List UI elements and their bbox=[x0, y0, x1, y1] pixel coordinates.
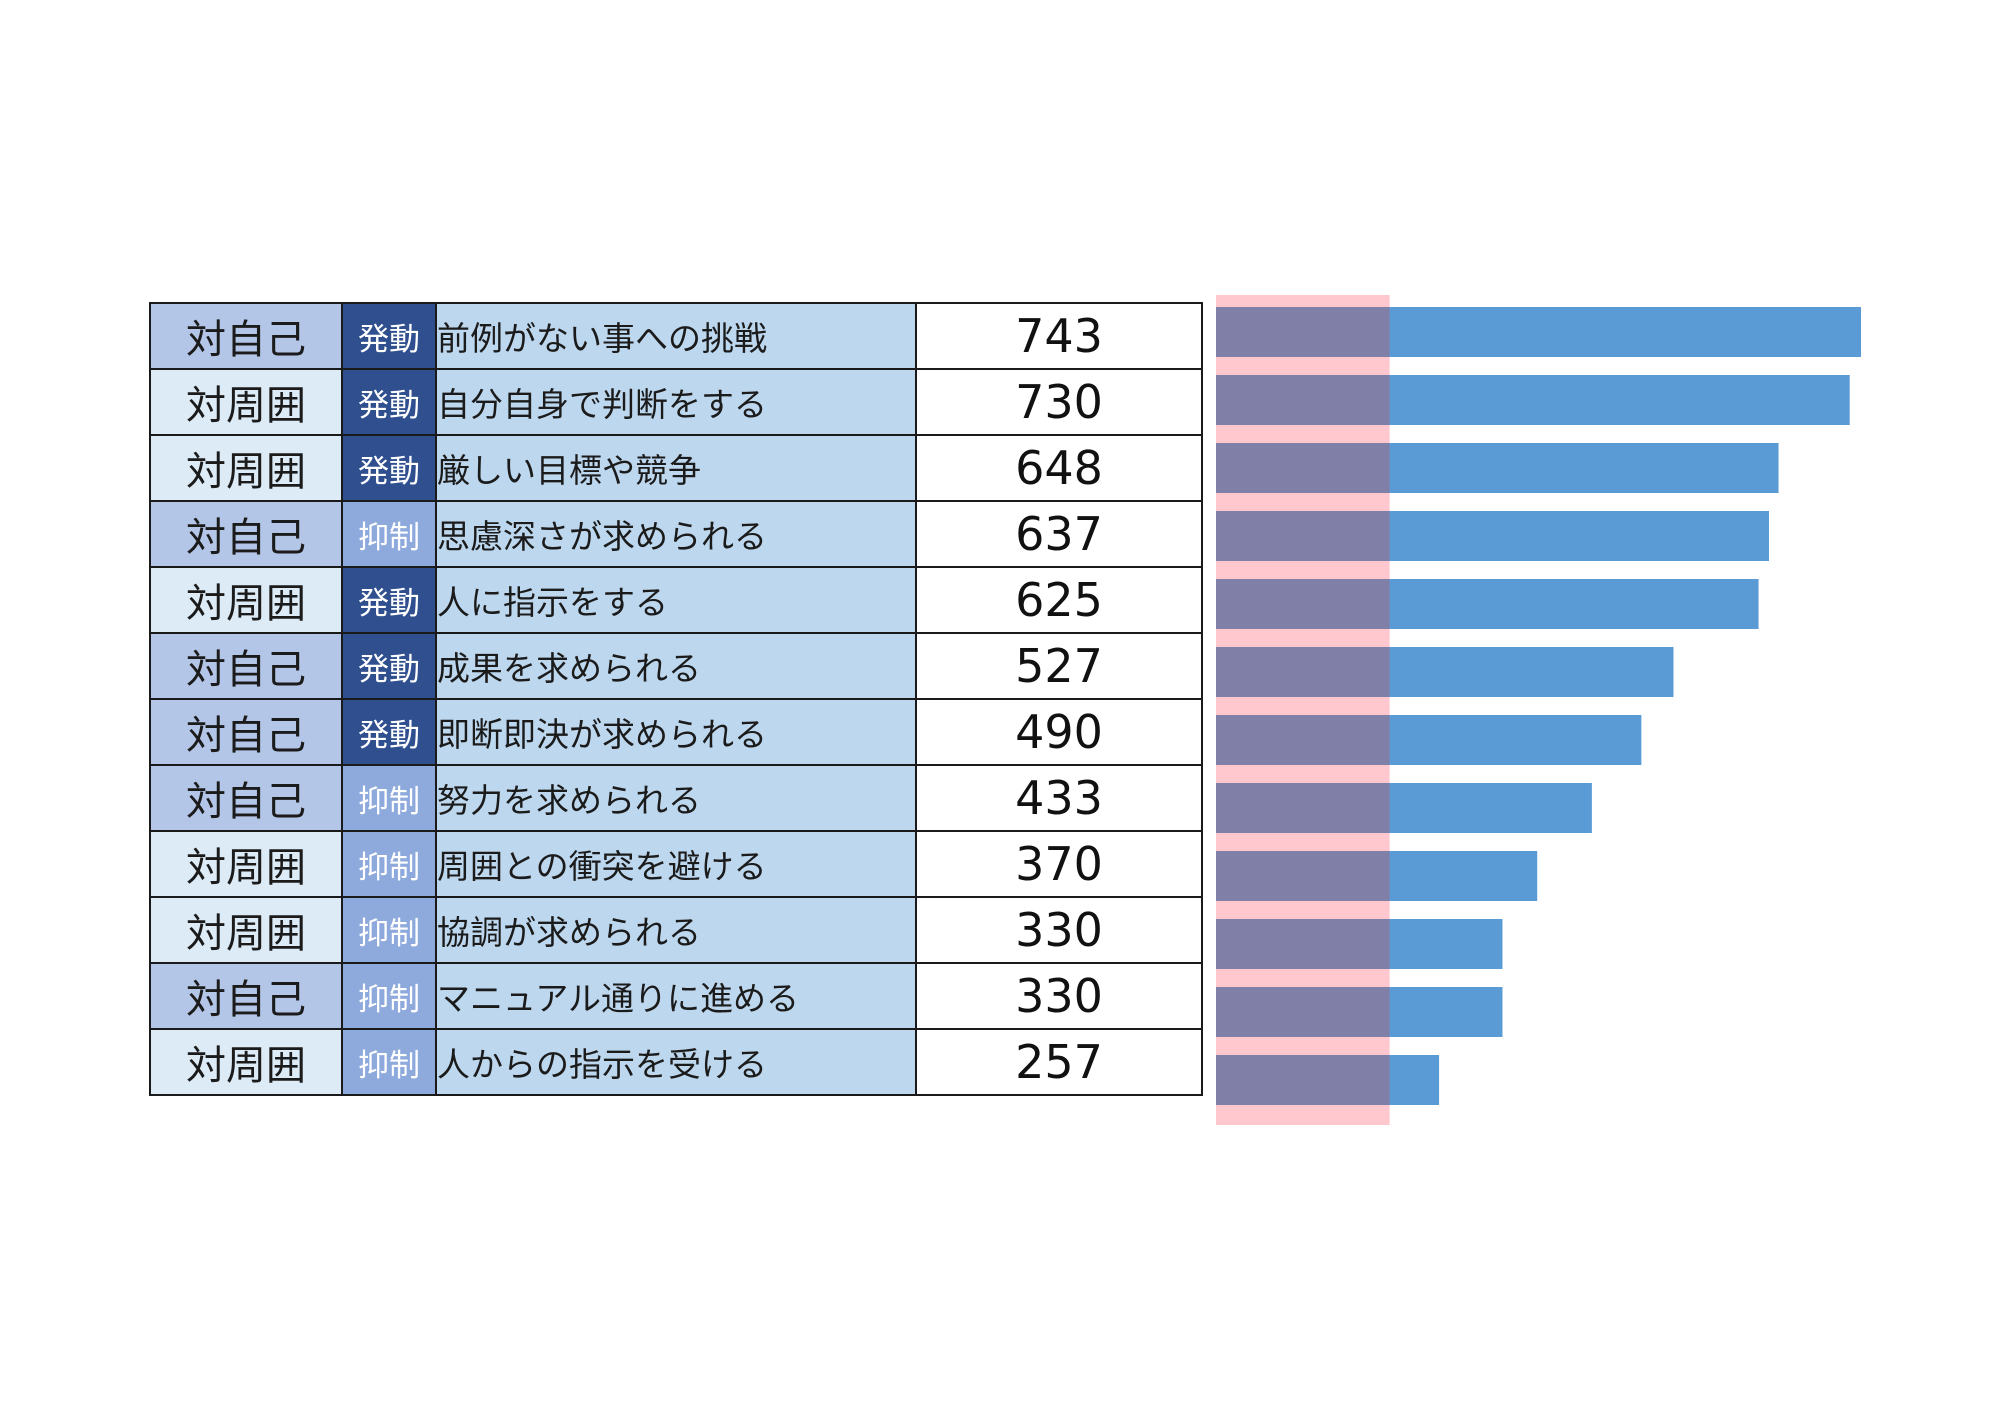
ranking-table: 対自己 発動 前例がない事への挑戦 743 対周囲 発動 自分自身で判断をする 730 対周囲発… bbox=[149, 302, 1203, 1096]
value-cell: 330 bbox=[915, 962, 1203, 1030]
value-cell: 730 bbox=[915, 368, 1203, 436]
table-row: 対周囲 抑制 周囲との衝突を避ける 370 bbox=[149, 830, 1203, 898]
value-cell: 527 bbox=[915, 632, 1203, 700]
table-row: 対自己 発動 即断即決が求められる 490 bbox=[149, 698, 1203, 766]
table-row: 対自己 抑制 努力を求められる 433 bbox=[149, 764, 1203, 832]
type-badge: 抑制 bbox=[341, 1028, 437, 1096]
table-row: 対周囲 発動 人に指示をする 625 bbox=[149, 566, 1203, 634]
item-label: 人からの指示を受ける bbox=[435, 1028, 917, 1096]
type-badge: 抑制 bbox=[341, 764, 437, 832]
item-label: 成果を求められる bbox=[435, 632, 917, 700]
item-label: 協調が求められる bbox=[435, 896, 917, 964]
bar-8 bbox=[1216, 783, 1592, 833]
item-label: 自分自身で判断をする bbox=[435, 368, 917, 436]
item-label: 周囲との衝突を避ける bbox=[435, 830, 917, 898]
bar-band-overlap bbox=[1216, 715, 1390, 765]
scope-cell: 対周囲 bbox=[149, 368, 343, 436]
scope-cell: 対周囲 bbox=[149, 830, 343, 898]
scope-cell: 対自己 bbox=[149, 764, 343, 832]
scope-cell: 対周囲 bbox=[149, 896, 343, 964]
table-row: 対周囲 抑制 人からの指示を受ける 257 bbox=[149, 1028, 1203, 1096]
bar-band-overlap bbox=[1216, 511, 1390, 561]
table-row: 対自己 発動 前例がない事への挑戦 743 bbox=[149, 302, 1203, 370]
item-label: マニュアル通りに進める bbox=[435, 962, 917, 1030]
bar-band-overlap bbox=[1216, 851, 1390, 901]
table-row: 対周囲 抑制 協調が求められる 330 bbox=[149, 896, 1203, 964]
highlight-band bbox=[1216, 295, 1390, 1125]
value-cell: 330 bbox=[915, 896, 1203, 964]
type-badge: 発動 bbox=[341, 698, 437, 766]
value-cell: 370 bbox=[915, 830, 1203, 898]
bar-12 bbox=[1216, 1055, 1440, 1105]
value-cell: 637 bbox=[915, 500, 1203, 568]
item-label: 即断即決が求められる bbox=[435, 698, 917, 766]
bar-band-overlap bbox=[1216, 307, 1390, 357]
bar-4 bbox=[1216, 511, 1769, 561]
table-row: 対自己 発動 成果を求められる 527 bbox=[149, 632, 1203, 700]
bar-6 bbox=[1216, 647, 1674, 697]
type-badge: 抑制 bbox=[341, 896, 437, 964]
value-cell: 625 bbox=[915, 566, 1203, 634]
type-badge: 発動 bbox=[341, 632, 437, 700]
scope-cell: 対周囲 bbox=[149, 1028, 343, 1096]
type-badge: 抑制 bbox=[341, 500, 437, 568]
value-cell: 257 bbox=[915, 1028, 1203, 1096]
bar-11 bbox=[1216, 987, 1503, 1037]
type-badge: 抑制 bbox=[341, 962, 437, 1030]
type-badge: 発動 bbox=[341, 368, 437, 436]
scope-cell: 対自己 bbox=[149, 698, 343, 766]
bar-band-overlap bbox=[1216, 579, 1390, 629]
item-label: 努力を求められる bbox=[435, 764, 917, 832]
bar-5 bbox=[1216, 579, 1759, 629]
bar-band-overlap bbox=[1216, 647, 1390, 697]
value-cell: 648 bbox=[915, 434, 1203, 502]
bar-7 bbox=[1216, 715, 1642, 765]
bar-9 bbox=[1216, 851, 1538, 901]
bar-band-overlap bbox=[1216, 1055, 1390, 1105]
value-cell: 490 bbox=[915, 698, 1203, 766]
bar-1 bbox=[1216, 307, 1861, 357]
bar-chart bbox=[1216, 295, 1861, 1125]
table-row: 対周囲 発動 厳しい目標や競争 648 bbox=[149, 434, 1203, 502]
ranking-table-body: 対自己 発動 前例がない事への挑戦 743 対周囲 発動 自分自身で判断をする 730 対周囲発… bbox=[149, 302, 1203, 1096]
item-label: 思慮深さが求められる bbox=[435, 500, 917, 568]
scope-cell: 対周囲 bbox=[149, 566, 343, 634]
type-badge: 抑制 bbox=[341, 830, 437, 898]
table-row: 対自己 抑制 マニュアル通りに進める 330 bbox=[149, 962, 1203, 1030]
table-row: 対周囲 発動 自分自身で判断をする 730 bbox=[149, 368, 1203, 436]
bar-3 bbox=[1216, 443, 1779, 493]
bar-band-overlap bbox=[1216, 783, 1390, 833]
item-label: 厳しい目標や競争 bbox=[435, 434, 917, 502]
type-badge: 発動 bbox=[341, 434, 437, 502]
bar-band-overlap bbox=[1216, 919, 1390, 969]
value-cell: 433 bbox=[915, 764, 1203, 832]
bar-band-overlap bbox=[1216, 987, 1390, 1037]
type-badge: 発動 bbox=[341, 566, 437, 634]
table-row: 対自己 抑制 思慮深さが求められる 637 bbox=[149, 500, 1203, 568]
bar-band-overlap bbox=[1216, 443, 1390, 493]
type-badge: 発動 bbox=[341, 302, 437, 370]
bar-10 bbox=[1216, 919, 1503, 969]
item-label: 人に指示をする bbox=[435, 566, 917, 634]
scope-cell: 対自己 bbox=[149, 632, 343, 700]
scope-cell: 対自己 bbox=[149, 500, 343, 568]
scope-cell: 対周囲 bbox=[149, 434, 343, 502]
bar-2 bbox=[1216, 375, 1850, 425]
scope-cell: 対自己 bbox=[149, 962, 343, 1030]
item-label: 前例がない事への挑戦 bbox=[435, 302, 917, 370]
scope-cell: 対自己 bbox=[149, 302, 343, 370]
bar-band-overlap bbox=[1216, 375, 1390, 425]
value-cell: 743 bbox=[915, 302, 1203, 370]
